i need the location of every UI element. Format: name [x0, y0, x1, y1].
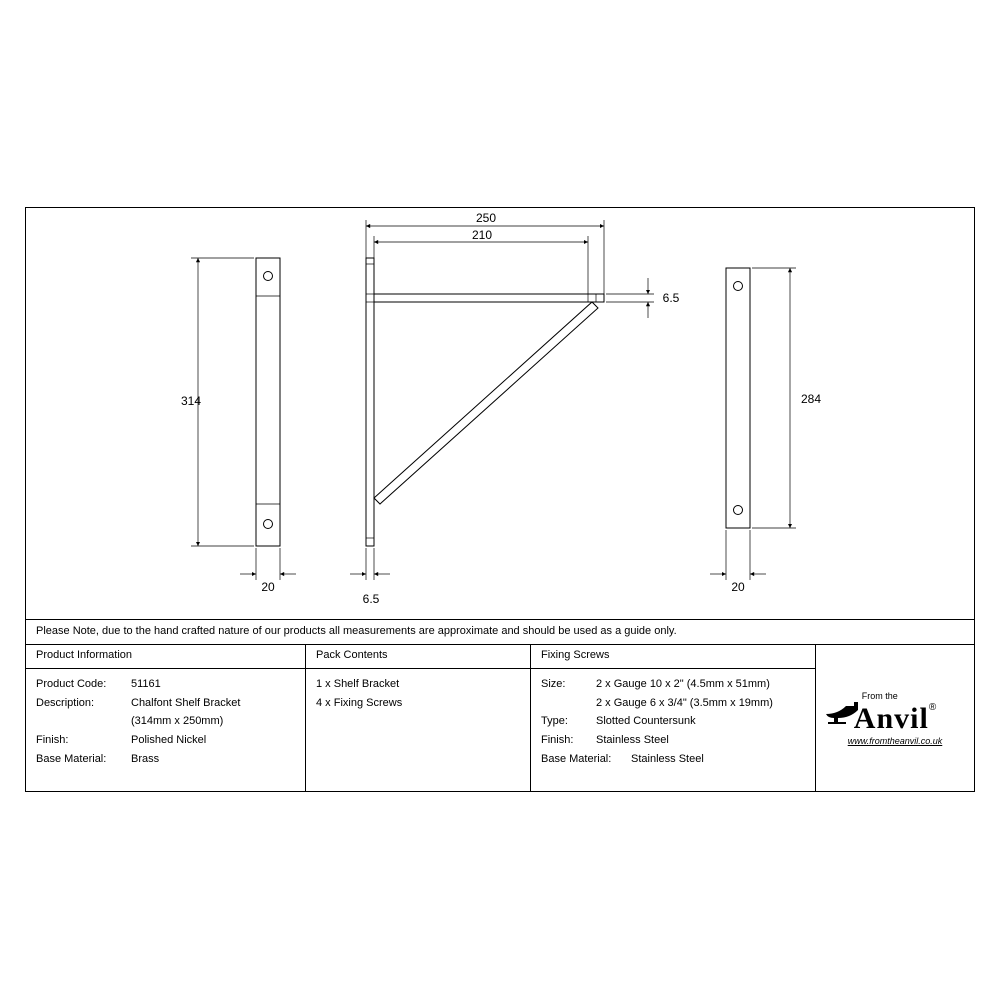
- dim-65-arm: 6.5: [656, 291, 686, 305]
- desc-label: Description:: [36, 694, 131, 713]
- note-row: Please Note, due to the hand crafted nat…: [26, 619, 974, 645]
- code-value: 51161: [131, 675, 161, 694]
- screw-size-1: 2 x Gauge 10 x 2" (4.5mm x 51mm): [596, 675, 770, 694]
- screw-finish-value: Stainless Steel: [596, 731, 669, 750]
- logo-brand: Anvil: [854, 702, 929, 735]
- drawing-sheet: 250 210 314 284 6.5 20 6.5 20 Please Not…: [25, 207, 975, 792]
- code-label: Product Code:: [36, 675, 131, 694]
- logo-reg: ®: [929, 702, 936, 713]
- logo-col: From the Anvil® www.fromtheanvil.co.uk: [816, 645, 974, 791]
- finish-label: Finish:: [36, 731, 131, 750]
- note-text: Please Note, due to the hand crafted nat…: [36, 625, 677, 637]
- dim-210: 210: [462, 228, 502, 242]
- dimensions: [191, 220, 796, 580]
- screw-type-label: Type:: [541, 712, 596, 731]
- pack-heading: Pack Contents: [306, 645, 530, 669]
- desc-value-1: Chalfont Shelf Bracket: [131, 694, 240, 713]
- dim-65-bottom: 6.5: [359, 592, 383, 606]
- screw-type-value: Slotted Countersunk: [596, 712, 696, 731]
- product-info-col: Product Information Product Code: 51161 …: [26, 645, 306, 791]
- info-grid: Product Information Product Code: 51161 …: [26, 645, 974, 791]
- screw-base-label: Base Material:: [541, 750, 631, 769]
- back-view: [726, 268, 750, 528]
- technical-drawing: [26, 208, 974, 619]
- dim-20-right: 20: [728, 580, 748, 594]
- pack-item-1: 1 x Shelf Bracket: [316, 675, 520, 694]
- pack-body: 1 x Shelf Bracket 4 x Fixing Screws: [306, 669, 530, 791]
- dim-20-left: 20: [258, 580, 278, 594]
- screw-size-2: 2 x Gauge 6 x 3/4" (3.5mm x 19mm): [596, 694, 773, 713]
- fixing-screws-col: Fixing Screws Size: 2 x Gauge 10 x 2" (4…: [531, 645, 816, 791]
- product-info-body: Product Code: 51161 Description: Chalfon…: [26, 669, 305, 791]
- side-view: [366, 258, 604, 546]
- screw-base-value: Stainless Steel: [631, 750, 704, 769]
- product-info-heading: Product Information: [26, 645, 305, 669]
- pack-item-2: 4 x Fixing Screws: [316, 694, 520, 713]
- screw-finish-label: Finish:: [541, 731, 596, 750]
- anvil-icon: [824, 696, 860, 724]
- logo-from: From the: [862, 691, 898, 701]
- base-value: Brass: [131, 750, 159, 769]
- screws-heading: Fixing Screws: [531, 645, 815, 669]
- dim-314: 314: [171, 394, 201, 408]
- screws-body: Size: 2 x Gauge 10 x 2" (4.5mm x 51mm) 2…: [531, 669, 815, 791]
- finish-value: Polished Nickel: [131, 731, 206, 750]
- desc-value-2: (314mm x 250mm): [131, 712, 223, 731]
- base-label: Base Material:: [36, 750, 131, 769]
- logo-url: www.fromtheanvil.co.uk: [848, 736, 943, 746]
- pack-contents-col: Pack Contents 1 x Shelf Bracket 4 x Fixi…: [306, 645, 531, 791]
- dim-250: 250: [466, 211, 506, 225]
- screw-size-label: Size:: [541, 675, 596, 694]
- drawing-area: 250 210 314 284 6.5 20 6.5 20: [26, 208, 974, 619]
- front-view: [256, 258, 280, 546]
- dim-284: 284: [796, 392, 826, 406]
